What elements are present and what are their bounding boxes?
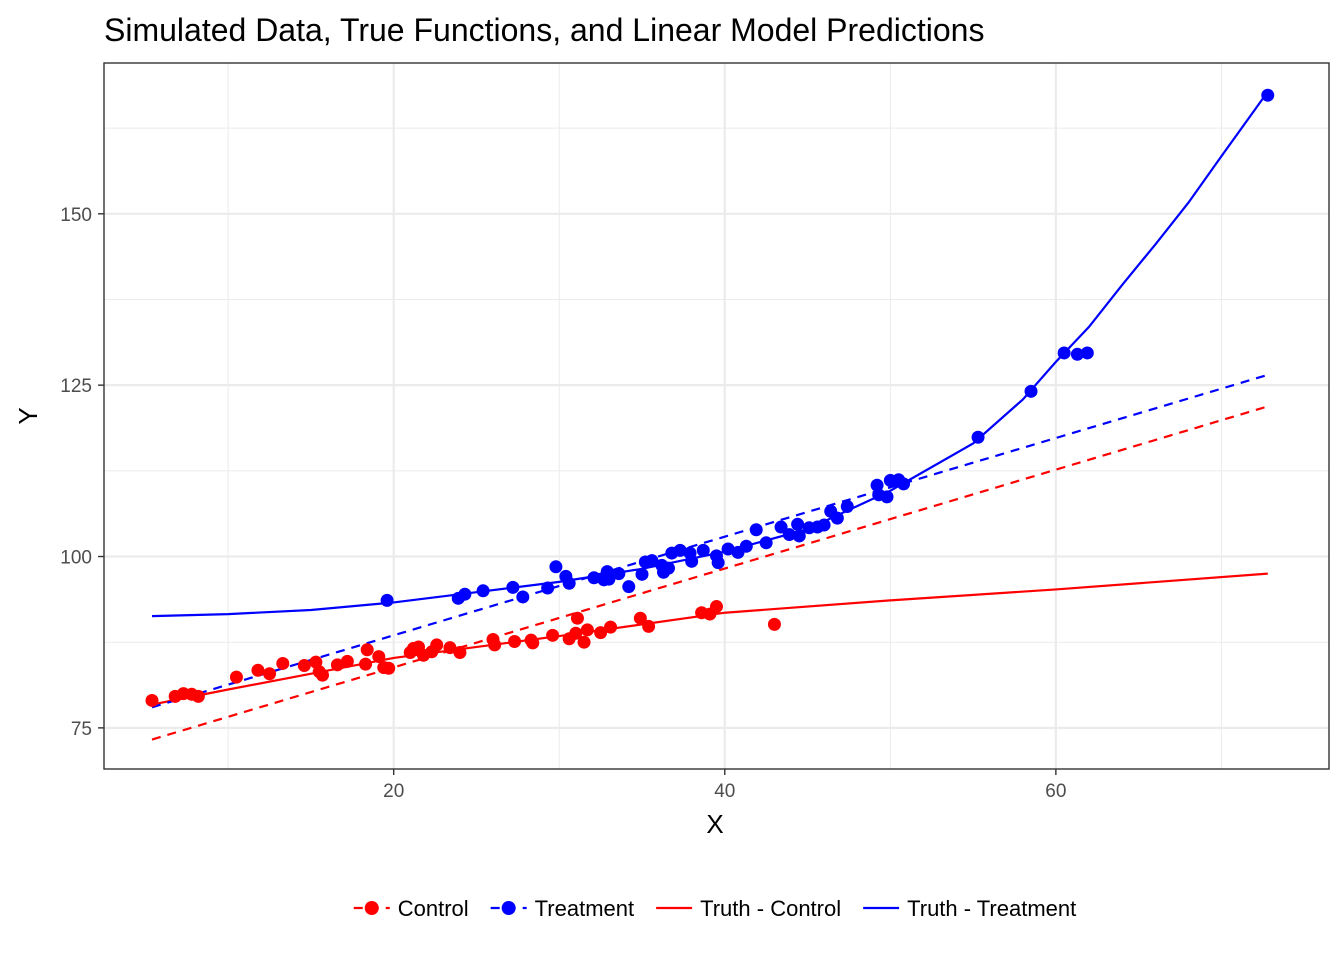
treatment-point <box>774 520 788 534</box>
control-point <box>297 658 311 672</box>
control-point <box>145 693 159 707</box>
control-point <box>276 656 290 670</box>
treatment-point <box>549 560 563 574</box>
legend-label: Control <box>398 896 469 921</box>
legend-key <box>490 901 527 915</box>
control-point <box>382 661 396 675</box>
control-point <box>767 617 781 631</box>
treatment-point <box>721 542 735 556</box>
control-point <box>263 667 277 681</box>
control-point <box>340 654 354 668</box>
treatment-point <box>685 554 699 568</box>
treatment-point <box>759 536 773 550</box>
y-tick-label: 100 <box>60 548 92 569</box>
treatment-point <box>792 529 806 543</box>
treatment-point <box>782 528 796 542</box>
control-point <box>251 663 265 677</box>
treatment-point <box>696 543 710 557</box>
control-point <box>191 689 205 703</box>
treatment-point <box>661 561 675 575</box>
control-point <box>546 628 560 642</box>
treatment-fit-dashed-line <box>151 373 1269 709</box>
control-point <box>330 658 344 672</box>
y-axis-label: Y <box>13 407 43 424</box>
legend: Control Treatment Truth - Control Truth - T… <box>353 896 1076 921</box>
legend-label: Truth - Treatment <box>907 896 1076 921</box>
control-point <box>594 626 608 640</box>
control-point <box>359 657 373 671</box>
control-point <box>360 643 374 657</box>
treatment-point <box>673 543 687 557</box>
treatment-point <box>635 567 649 581</box>
treatment-point <box>645 554 659 568</box>
control-point <box>580 623 594 637</box>
control-point <box>372 650 386 664</box>
treatment-point <box>791 517 805 531</box>
x-tick-label: 40 <box>714 781 735 802</box>
y-tick-label: 125 <box>60 376 92 397</box>
control-point <box>430 638 444 652</box>
control-point <box>633 611 647 625</box>
control-point <box>443 641 457 655</box>
treatment-point <box>830 511 844 525</box>
treatment-point <box>870 478 884 492</box>
treatment-point <box>541 581 555 595</box>
control-point <box>710 600 723 614</box>
treatment-point <box>602 572 616 586</box>
treatment-point <box>971 430 985 444</box>
treatment-point <box>622 580 636 594</box>
control-point <box>577 635 591 649</box>
x-tick-label: 20 <box>383 781 404 802</box>
legend-key-point <box>364 901 379 915</box>
treatment-point <box>1057 346 1071 360</box>
legend-label: Treatment <box>535 896 634 921</box>
treatment-point <box>711 556 725 570</box>
treatment-point <box>749 523 763 537</box>
treatment-point <box>880 490 894 504</box>
chart-title: Simulated Data, True Functions, and Line… <box>104 12 984 48</box>
control-fit-dashed-line <box>151 405 1269 741</box>
treatment-point <box>516 590 530 604</box>
y-tick-label: 75 <box>71 719 92 740</box>
control-point <box>570 611 584 625</box>
control-point <box>316 668 330 682</box>
y-tick-label: 150 <box>60 205 92 226</box>
control-point <box>229 670 243 684</box>
plot-series <box>145 88 1275 741</box>
treatment-point <box>739 539 753 553</box>
control-point <box>642 619 656 633</box>
treatment-point <box>1261 88 1275 102</box>
legend-key <box>353 901 390 915</box>
treatment-point <box>1080 346 1094 360</box>
treatment-point <box>587 571 601 585</box>
treatment-point <box>897 477 911 491</box>
legend-key-point <box>501 901 516 915</box>
control-point <box>604 620 618 634</box>
treatment-point <box>476 584 490 598</box>
treatment-point <box>817 518 831 532</box>
control-point <box>453 645 467 659</box>
treatment-point <box>840 499 854 513</box>
treatment-point <box>1024 384 1038 398</box>
truth-control-line <box>151 572 1268 706</box>
treatment-point <box>380 593 394 607</box>
control-point <box>569 626 583 640</box>
treatment-point <box>506 580 520 594</box>
control-point <box>488 638 502 652</box>
treatment-point <box>1070 347 1084 361</box>
treatment-point <box>562 576 576 590</box>
control-point <box>526 636 540 650</box>
x-axis-label: X <box>706 809 723 839</box>
truth-treatment-line <box>151 91 1269 618</box>
x-tick-label: 60 <box>1045 781 1066 802</box>
legend-label: Truth - Control <box>700 896 841 921</box>
treatment-point <box>612 567 626 581</box>
panel-border <box>103 62 1330 770</box>
treatment-point <box>458 587 472 601</box>
control-point <box>508 635 522 649</box>
axes: 20 40 60 75 100 125 150 <box>60 205 1066 802</box>
